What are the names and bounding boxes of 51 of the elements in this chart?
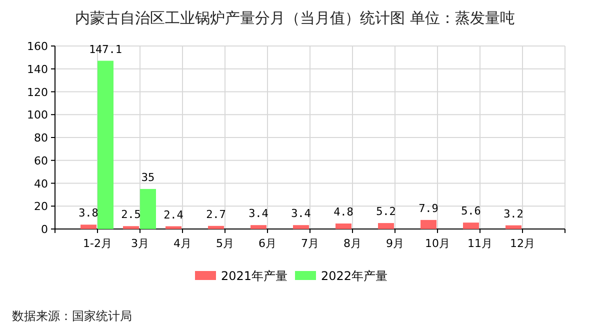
y-tick-label: 0	[41, 223, 48, 236]
legend-label: 2022年产量	[321, 269, 388, 283]
x-tick-label: 10月	[425, 237, 450, 250]
bar	[123, 226, 139, 229]
x-tick-label: 4月	[174, 237, 192, 250]
plot: 0 20 40 60 80 100 120 140 160 1-2月 3月 4月 5月 6月 7月 8月 9月 10月 11月 12月 3.8 2.5 2.4 2.7 3.4 3.4 4.8 5.2 7.9 5.6 3.2 147.1 35	[27, 40, 566, 250]
y-tick-label: 20	[34, 200, 48, 214]
x-tick-label: 12月	[510, 237, 535, 250]
y-tick-label: 40	[34, 177, 48, 190]
x-tick-label: 11月	[468, 237, 492, 250]
y-tick-label: 160	[27, 40, 48, 53]
chart-title: 内蒙古自治区工业锅炉产量分月（当月值）统计图 单位：蒸发量吨	[75, 9, 515, 27]
data-label: 3.4	[248, 207, 269, 220]
y-tick-label: 140	[27, 62, 48, 76]
source-note: 数据来源：国家统计局	[12, 309, 132, 323]
x-tick-label: 5月	[216, 237, 234, 250]
data-label: 2.4	[164, 208, 184, 222]
data-label: 2.7	[206, 208, 226, 221]
y-tick-label: 100	[27, 108, 48, 122]
x-tick-label: 1-2月	[83, 237, 112, 250]
data-label: 3.2	[504, 207, 524, 220]
data-label: 4.8	[334, 206, 354, 219]
y-tick-label: 60	[34, 154, 48, 168]
x-tick-label: 7月	[301, 237, 319, 250]
data-label: 2.5	[121, 208, 141, 222]
bar	[250, 225, 266, 229]
x-tick-label: 8月	[344, 237, 362, 250]
data-label: 5.2	[376, 205, 396, 218]
bar	[208, 226, 224, 229]
data-label: 147.1	[88, 42, 122, 56]
bar	[420, 220, 436, 229]
data-label: 35	[141, 170, 155, 184]
bar	[463, 222, 479, 229]
bar	[336, 224, 352, 229]
y-tick-label: 120	[27, 86, 48, 99]
bar	[293, 225, 309, 229]
x-tick-label: 9月	[386, 237, 404, 250]
bar	[378, 223, 394, 229]
bar	[166, 226, 182, 229]
bar	[140, 188, 156, 229]
bar	[80, 224, 96, 229]
legend-label: 2021年产量	[221, 269, 288, 283]
data-label: 3.8	[78, 206, 98, 220]
bar	[98, 60, 114, 229]
x-tick-label: 3月	[131, 237, 149, 250]
y-tick-label: 80	[34, 132, 48, 144]
x-tick-label: 6月	[258, 237, 276, 250]
data-label: 3.4	[291, 207, 312, 220]
bar	[506, 225, 522, 229]
data-label: 5.6	[461, 204, 481, 218]
data-label: 7.9	[418, 202, 438, 215]
